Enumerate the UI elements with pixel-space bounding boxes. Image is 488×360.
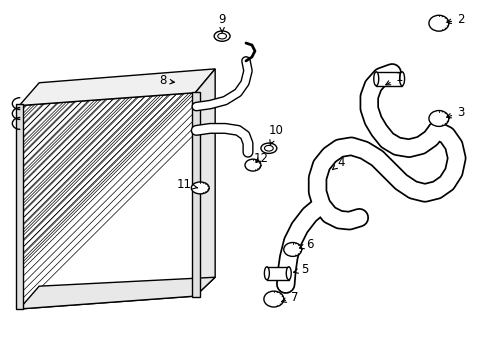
Text: 8: 8 [159,74,174,87]
Text: 10: 10 [268,124,283,144]
Ellipse shape [264,267,269,280]
Text: 6: 6 [299,238,313,251]
Bar [266,267,288,280]
Ellipse shape [244,159,261,171]
Bar [375,72,401,86]
Text: 9: 9 [218,13,225,32]
Ellipse shape [285,267,291,280]
Ellipse shape [214,31,230,41]
Ellipse shape [264,291,283,307]
Text: 5: 5 [293,263,308,276]
Polygon shape [16,104,23,309]
Ellipse shape [373,72,378,86]
Polygon shape [192,92,200,297]
Polygon shape [19,69,215,105]
Ellipse shape [261,143,276,153]
Ellipse shape [217,33,226,39]
Ellipse shape [283,243,301,256]
Text: 4: 4 [332,156,345,170]
Ellipse shape [428,111,448,126]
Polygon shape [19,93,195,309]
Ellipse shape [428,15,448,31]
Ellipse shape [191,182,209,194]
Ellipse shape [399,72,404,86]
Text: 7: 7 [281,291,298,303]
Text: 1: 1 [385,71,402,85]
Text: 12: 12 [253,152,268,165]
Ellipse shape [264,145,273,151]
Text: 2: 2 [446,13,464,26]
Polygon shape [19,277,215,309]
Text: 11: 11 [177,179,197,192]
Text: 3: 3 [446,106,464,119]
Polygon shape [195,69,215,296]
